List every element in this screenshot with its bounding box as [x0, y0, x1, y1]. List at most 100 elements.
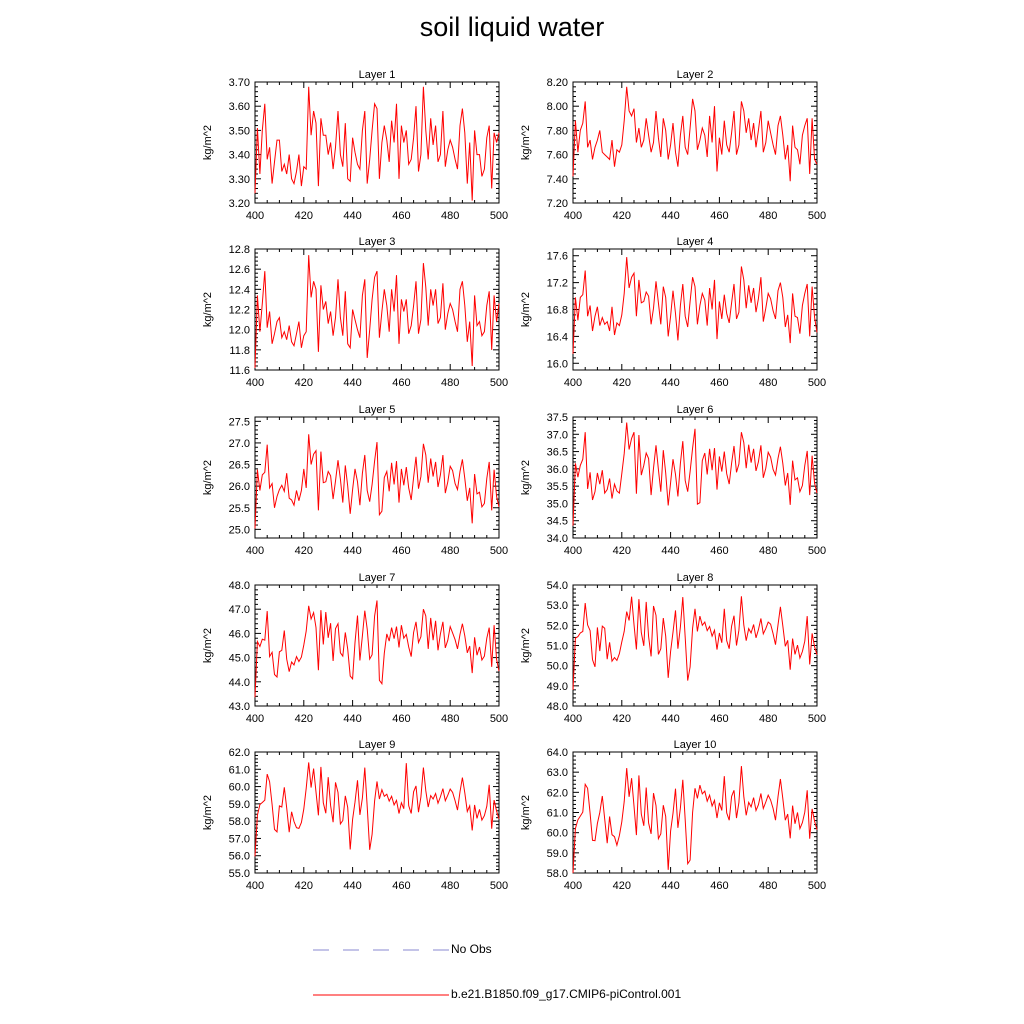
x-tick-label: 480 — [441, 210, 459, 222]
y-tick-label: 3.30 — [229, 174, 250, 186]
y-tick-label: 26.0 — [229, 481, 250, 493]
chart-panel-4: Layer 4 kg/m^2 400 420 440 460 480 500 16.0 16.4 1… — [520, 236, 826, 389]
x-tick-label: 400 — [246, 713, 264, 725]
x-tick-label: 480 — [759, 713, 777, 725]
y-tick-label: 25.5 — [229, 503, 250, 515]
chart-panel-2: Layer 2 kg/m^2 400 420 440 460 480 500 7.20 7.40 7… — [520, 69, 826, 222]
y-tick-label: 26.5 — [229, 460, 250, 472]
panel-title: Layer 1 — [359, 69, 396, 81]
x-tick-label: 480 — [441, 880, 459, 892]
y-tick-label: 54.0 — [547, 580, 568, 592]
y-tick-label: 11.8 — [229, 345, 250, 357]
x-tick-label: 460 — [710, 377, 728, 389]
y-tick-label: 58.0 — [229, 816, 250, 828]
x-tick-label: 500 — [808, 377, 826, 389]
y-tick-label: 51.0 — [547, 641, 568, 653]
x-tick-label: 440 — [343, 545, 361, 557]
y-tick-label: 50.0 — [547, 661, 568, 673]
y-tick-label: 7.60 — [547, 150, 568, 162]
x-tick-label: 440 — [661, 210, 679, 222]
x-tick-label: 460 — [392, 880, 410, 892]
y-tick-label: 27.5 — [229, 416, 250, 428]
y-tick-label: 48.0 — [547, 701, 568, 713]
x-tick-label: 500 — [808, 210, 826, 222]
x-tick-label: 400 — [564, 713, 582, 725]
chart-panel-9: Layer 9 kg/m^2 400 420 440 460 480 500 55.0 56.0 5… — [202, 739, 508, 892]
x-tick-label: 500 — [808, 713, 826, 725]
y-tick-label: 58.0 — [547, 868, 568, 880]
y-tick-label: 11.6 — [229, 365, 250, 377]
x-tick-label: 460 — [392, 377, 410, 389]
x-tick-label: 440 — [661, 545, 679, 557]
series-line — [254, 762, 500, 857]
legend-obs-line — [313, 949, 449, 951]
legend-model-label: b.e21.B1850.f09_g17.CMIP6-piControl.001 — [451, 987, 682, 1001]
y-tick-label: 36.0 — [547, 464, 568, 476]
y-tick-label: 59.0 — [229, 799, 250, 811]
y-axis-label: kg/m^2 — [202, 460, 214, 495]
legend-obs-label: No Obs — [451, 942, 492, 956]
y-tick-label: 3.50 — [229, 125, 250, 137]
y-tick-label: 57.0 — [229, 833, 250, 845]
series-line — [572, 86, 818, 182]
x-tick-label: 420 — [613, 545, 631, 557]
x-tick-label: 480 — [759, 210, 777, 222]
x-tick-label: 400 — [564, 377, 582, 389]
panel-title: Layer 3 — [359, 236, 396, 248]
x-tick-label: 400 — [564, 880, 582, 892]
y-tick-label: 61.0 — [229, 764, 250, 776]
series-line — [572, 766, 818, 874]
y-tick-label: 64.0 — [547, 747, 568, 759]
x-tick-label: 460 — [392, 713, 410, 725]
y-tick-label: 62.0 — [547, 787, 568, 799]
y-tick-label: 46.0 — [229, 628, 250, 640]
x-tick-label: 440 — [343, 713, 361, 725]
y-tick-label: 3.40 — [229, 150, 250, 162]
y-tick-label: 12.0 — [229, 325, 250, 337]
y-axis-label: kg/m^2 — [202, 795, 214, 830]
plot-frame — [572, 751, 818, 874]
y-tick-label: 45.0 — [229, 653, 250, 665]
x-tick-label: 440 — [343, 377, 361, 389]
x-tick-label: 500 — [490, 210, 508, 222]
chart-panel-10: Layer 10 kg/m^2 400 420 440 460 480 500 58.0 59.0… — [520, 739, 826, 892]
x-tick-label: 420 — [613, 713, 631, 725]
plot-frame — [254, 81, 500, 204]
y-tick-label: 12.6 — [229, 264, 250, 276]
chart-panel-6: Layer 6 kg/m^2 400 420 440 460 480 500 34.0 34.5 3… — [520, 404, 826, 557]
y-tick-label: 16.8 — [547, 305, 568, 317]
y-axis-label: kg/m^2 — [520, 628, 532, 663]
x-tick-label: 500 — [808, 880, 826, 892]
y-tick-label: 16.4 — [547, 331, 568, 343]
x-tick-label: 420 — [295, 377, 313, 389]
y-axis-label: kg/m^2 — [520, 292, 532, 327]
x-tick-label: 400 — [246, 545, 264, 557]
x-tick-label: 500 — [490, 880, 508, 892]
y-tick-label: 48.0 — [229, 580, 250, 592]
y-tick-label: 43.0 — [229, 701, 250, 713]
x-tick-label: 420 — [613, 880, 631, 892]
y-tick-label: 25.0 — [229, 524, 250, 536]
y-tick-label: 35.0 — [547, 498, 568, 510]
panel-title: Layer 4 — [677, 236, 714, 248]
chart-panel-8: Layer 8 kg/m^2 400 420 440 460 480 500 48.0 49.0 5… — [520, 572, 826, 725]
y-tick-label: 7.20 — [547, 198, 568, 210]
y-tick-label: 8.20 — [547, 77, 568, 89]
y-tick-label: 7.40 — [547, 174, 568, 186]
x-tick-label: 420 — [295, 545, 313, 557]
y-tick-label: 17.2 — [547, 278, 568, 290]
x-tick-label: 440 — [661, 880, 679, 892]
x-tick-label: 440 — [343, 210, 361, 222]
x-tick-label: 400 — [246, 210, 264, 222]
series-line — [254, 434, 500, 529]
y-axis-label: kg/m^2 — [202, 628, 214, 663]
x-tick-label: 400 — [564, 210, 582, 222]
y-tick-label: 63.0 — [547, 767, 568, 779]
panel-title: Layer 6 — [677, 404, 714, 416]
x-tick-label: 500 — [490, 713, 508, 725]
y-tick-label: 35.5 — [547, 481, 568, 493]
y-tick-label: 60.0 — [547, 828, 568, 840]
series-line — [572, 596, 818, 690]
chart-panel-1: Layer 1 kg/m^2 400 420 440 460 480 500 3.20 3.30 3… — [202, 69, 508, 222]
